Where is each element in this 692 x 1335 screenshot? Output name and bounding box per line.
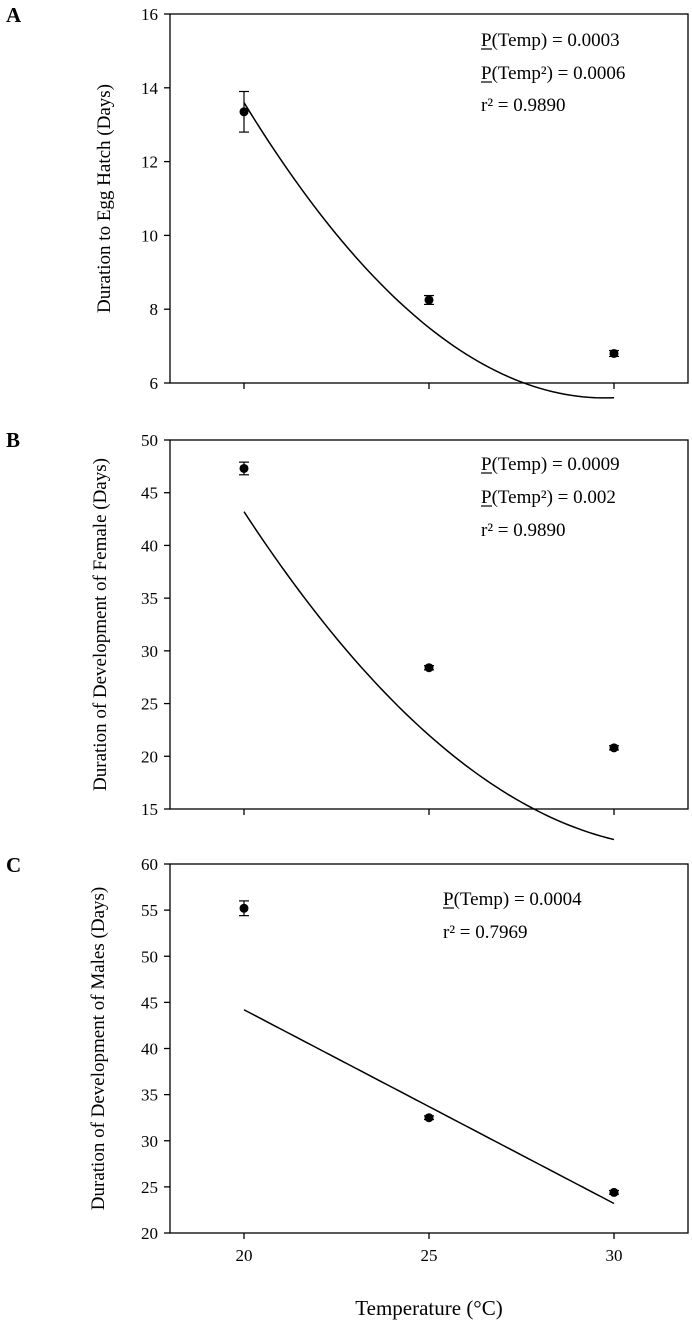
data-point <box>609 1187 619 1197</box>
x-tick-label: 20 <box>236 1246 253 1265</box>
y-tick-label: 55 <box>141 901 158 920</box>
stat-annotation: P(Temp²) = 0.002 <box>481 487 616 508</box>
y-tick-label: 12 <box>141 153 158 172</box>
x-axis-label: Temperature (°C) <box>355 1296 502 1320</box>
y-tick-label: 40 <box>141 1040 158 1059</box>
data-point <box>424 663 434 673</box>
data-point <box>424 295 434 305</box>
data-point <box>609 743 619 753</box>
fit-curve <box>243 102 615 399</box>
panel-letter: C <box>6 853 21 877</box>
data-point <box>239 903 249 913</box>
data-point <box>239 463 249 473</box>
x-tick-label: 25 <box>421 1246 438 1265</box>
stat-annotation: P(Temp) = 0.0004 <box>443 889 582 910</box>
y-tick-label: 20 <box>141 1224 158 1243</box>
y-tick-label: 20 <box>141 747 158 766</box>
y-tick-label: 35 <box>141 1086 158 1105</box>
y-tick-label: 30 <box>141 642 158 661</box>
y-axis-label: Duration of Development of Female (Days) <box>90 458 111 791</box>
y-tick-label: 45 <box>141 993 158 1012</box>
y-tick-label: 35 <box>141 589 158 608</box>
fit-curve <box>243 1009 615 1205</box>
y-tick-label: 50 <box>141 947 158 966</box>
y-tick-label: 14 <box>141 79 159 98</box>
y-tick-label: 25 <box>141 1178 158 1197</box>
y-tick-label: 25 <box>141 695 158 714</box>
panel-letter: A <box>6 3 22 27</box>
data-point <box>239 107 249 117</box>
chart-panel-c: C 20 25 30 35 40 45 50 55 60 20 25 30 Duration of Dev… <box>6 853 689 1320</box>
y-axis-label: Duration of Development of Males (Days) <box>88 887 109 1210</box>
y-tick-label: 8 <box>150 300 159 319</box>
stat-annotation: P(Temp²) = 0.0006 <box>481 63 625 84</box>
y-tick-label: 15 <box>141 800 158 819</box>
y-tick-label: 45 <box>141 484 158 503</box>
chart-panel-b: B 15 20 25 30 35 40 45 50 Duration of Development… <box>6 428 689 841</box>
stat-annotation: r² = 0.7969 <box>443 922 528 943</box>
y-tick-label: 6 <box>150 374 159 393</box>
fit-curve <box>243 511 615 841</box>
plot-frame <box>169 863 689 1234</box>
stat-annotation: r² = 0.9890 <box>481 95 566 116</box>
chart-panel-a: A 6 8 10 12 14 16 Duration to Egg Hatch (Days) P… <box>6 3 689 399</box>
y-tick-label: 50 <box>141 431 158 450</box>
y-tick-label: 40 <box>141 536 158 555</box>
y-tick-label: 30 <box>141 1132 158 1151</box>
stat-annotation: P(Temp) = 0.0009 <box>481 454 620 475</box>
stat-annotation: r² = 0.9890 <box>481 520 566 541</box>
panel-letter: B <box>6 428 20 452</box>
data-point <box>609 348 619 358</box>
y-tick-label: 60 <box>141 855 158 874</box>
y-tick-label: 16 <box>141 5 158 24</box>
y-tick-label: 10 <box>141 226 158 245</box>
stat-annotation: P(Temp) = 0.0003 <box>481 30 620 51</box>
y-axis-label: Duration to Egg Hatch (Days) <box>94 84 115 313</box>
data-point <box>424 1113 434 1123</box>
x-tick-label: 30 <box>606 1246 623 1265</box>
